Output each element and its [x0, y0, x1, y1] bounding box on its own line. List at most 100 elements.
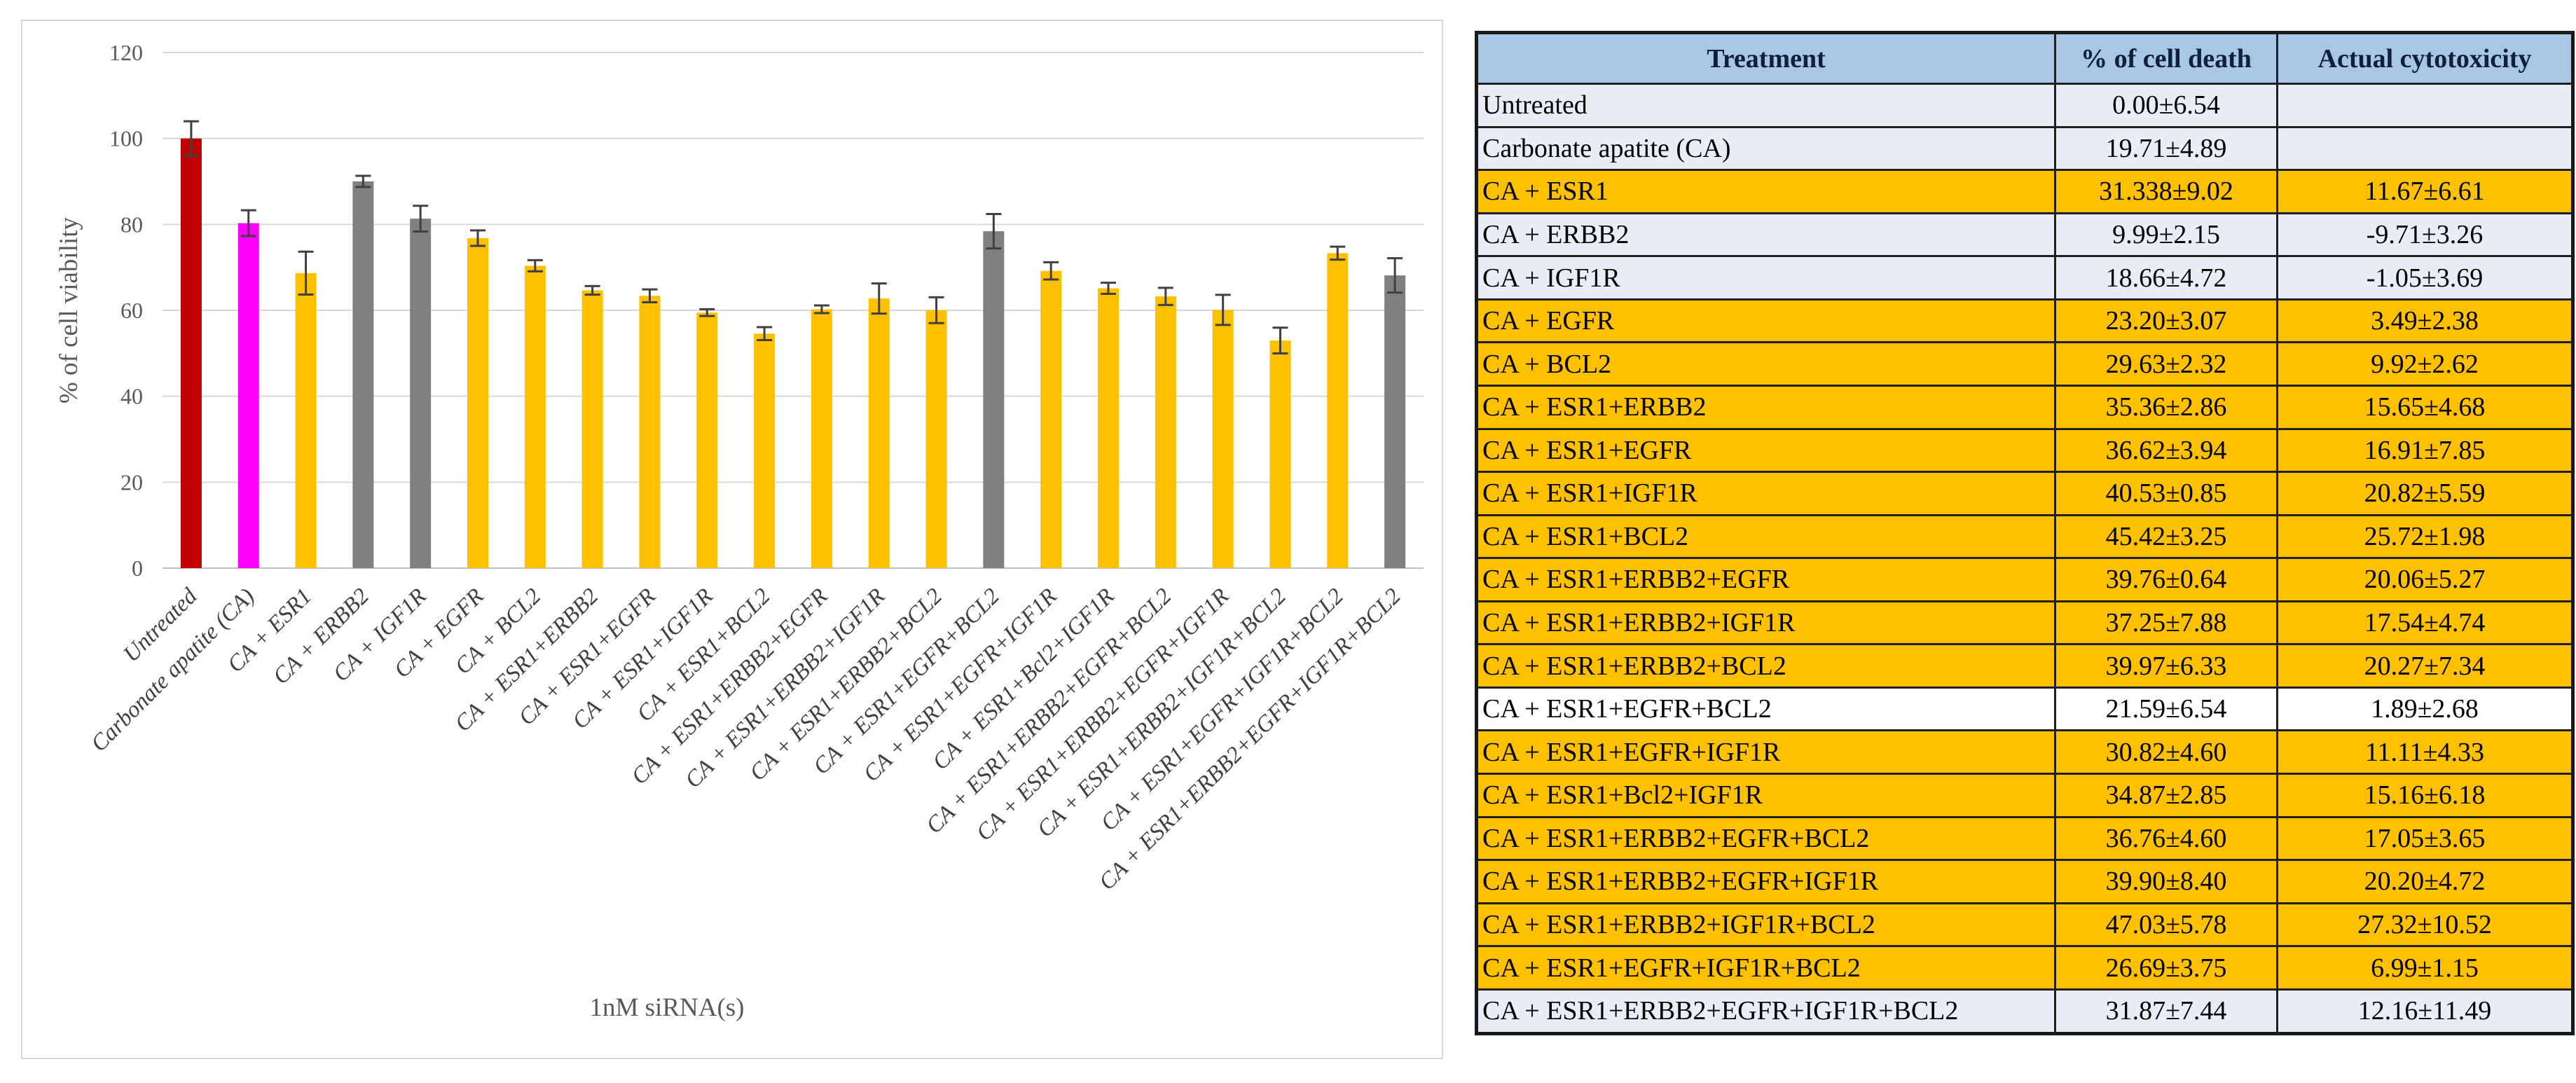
bar: [1098, 288, 1119, 568]
cell-death-cell: 31.338±9.02: [2054, 169, 2278, 214]
treatment-cell: CA + ESR1+EGFR+IGF1R: [1475, 729, 2056, 775]
bar: [581, 290, 603, 568]
cell-viability-bar-chart: 0 20 40 60 80 100 120 Untreated Carbonate apati…: [21, 20, 1443, 1059]
bar: [1040, 270, 1062, 568]
table-header-row: Treatment% of cell death Actual cytotoxic…: [1475, 32, 2574, 85]
cytotoxicity-cell: 20.82±5.59: [2276, 471, 2574, 516]
bar: [410, 219, 432, 568]
cell-death-cell: 19.71±4.89: [2054, 125, 2278, 172]
cell-death-cell: 39.76±0.64: [2054, 557, 2278, 602]
treatment-cell: CA + ESR1+ERBB2: [1475, 384, 2056, 430]
bar: [1327, 253, 1349, 568]
table-row: Untreated 0.00±6.54: [1475, 83, 2574, 128]
cytotoxicity-cell: 6.99±1.15: [2276, 945, 2574, 991]
bar: [352, 181, 374, 568]
treatment-cell: CA + ESR1+EGFR+BCL2: [1475, 686, 2056, 732]
column-header: Treatment: [1475, 32, 2056, 85]
treatment-cell: CA + ESR1+EGFR+IGF1R+BCL2: [1475, 945, 2056, 991]
bar: [754, 333, 776, 568]
treatment-cell: CA + ESR1+ERBB2+EGFR+BCL2: [1475, 815, 2056, 862]
table-row: CA + EGFR 23.20±3.07 3.49±2.38: [1475, 298, 2574, 344]
treatment-cell: CA + ESR1+EGFR: [1475, 427, 2056, 474]
table-row: CA + ESR1+EGFR 36.62±3.94 16.91±7.85: [1475, 427, 2574, 474]
table-row: CA + ESR1+ERBB2+EGFR+IGF1R 39.90±8.40 20.2…: [1475, 859, 2574, 904]
cytotoxicity-cell: 25.72±1.98: [2276, 513, 2574, 560]
treatment-cell: Untreated: [1475, 83, 2056, 128]
table-row: Carbonate apatite (CA) 19.71±4.89: [1475, 125, 2574, 172]
cytotoxicity-cell: 27.32±10.52: [2276, 902, 2574, 948]
cell-death-cell: 29.63±2.32: [2054, 341, 2278, 387]
bar: [180, 138, 202, 568]
cytotoxicity-cell: 12.16±11.49: [2276, 988, 2574, 1035]
cell-death-cell: 0.00±6.54: [2054, 83, 2278, 128]
cell-death-cell: 45.42±3.25: [2054, 513, 2278, 560]
table-row: CA + IGF1R 18.66±4.72 -1.05±3.69: [1475, 255, 2574, 301]
y-tick-label: 60: [120, 298, 143, 323]
cytotoxicity-table: Treatment% of cell death Actual cytotoxic…: [1475, 31, 2575, 1035]
treatment-cell: CA + EGFR: [1475, 298, 2056, 344]
cell-death-cell: 36.76±4.60: [2054, 815, 2278, 862]
cell-death-cell: 26.69±3.75: [2054, 945, 2278, 991]
cytotoxicity-cell: 9.92±2.62: [2276, 341, 2574, 387]
cytotoxicity-cell: [2276, 83, 2574, 128]
table-row: CA + ESR1+ERBB2+EGFR+BCL2 36.76±4.60 17.05…: [1475, 815, 2574, 862]
cytotoxicity-cell: 20.27±7.34: [2276, 643, 2574, 689]
y-tick-label: 20: [120, 469, 143, 495]
bar: [1155, 296, 1176, 568]
table-row: CA + ERBB2 9.99±2.15 -9.71±3.26: [1475, 212, 2574, 258]
treatment-cell: CA + ESR1: [1475, 169, 2056, 214]
treatment-cell: CA + ESR1+ERBB2+EGFR: [1475, 557, 2056, 602]
y-axis-title: % of cell viability: [55, 216, 83, 403]
treatment-table: Treatment% of cell death Actual cytotoxic…: [1475, 31, 2575, 1035]
cell-death-cell: 37.25±7.88: [2054, 600, 2278, 646]
y-tick-label: 100: [109, 126, 143, 151]
cytotoxicity-cell: 11.67±6.61: [2276, 169, 2574, 214]
bar: [524, 265, 546, 568]
cell-death-cell: 39.97±6.33: [2054, 643, 2278, 689]
bar: [237, 223, 259, 568]
cell-death-cell: 35.36±2.86: [2054, 384, 2278, 430]
treatment-cell: CA + ERBB2: [1475, 212, 2056, 258]
bar: [811, 309, 832, 568]
treatment-cell: CA + ESR1+ERBB2+EGFR+IGF1R+BCL2: [1475, 988, 2056, 1035]
cytotoxicity-cell: -9.71±3.26: [2276, 212, 2574, 258]
y-tick-label: 0: [132, 556, 143, 581]
cell-death-cell: 30.82±4.60: [2054, 729, 2278, 775]
cytotoxicity-cell: -1.05±3.69: [2276, 255, 2574, 301]
treatment-cell: CA + ESR1+Bcl2+IGF1R: [1475, 773, 2056, 818]
cytotoxicity-cell: 16.91±7.85: [2276, 427, 2574, 474]
cell-death-cell: 18.66±4.72: [2054, 255, 2278, 301]
table-row: CA + ESR1+IGF1R 40.53±0.85 20.82±5.59: [1475, 471, 2574, 516]
y-tick-label: 120: [109, 40, 143, 65]
table-row: CA + ESR1+ERBB2 35.36±2.86 15.65±4.68: [1475, 384, 2574, 430]
bar: [868, 298, 890, 568]
bar: [295, 273, 317, 568]
bar: [1269, 340, 1291, 568]
table-row: CA + ESR1+EGFR+IGF1R 30.82±4.60 11.11±4.33: [1475, 729, 2574, 775]
treatment-cell: CA + IGF1R: [1475, 255, 2056, 301]
cytotoxicity-cell: 3.49±2.38: [2276, 298, 2574, 344]
bar: [925, 310, 947, 568]
table-row: CA + ESR1+ERBB2+IGF1R 37.25±7.88 17.54±4.7…: [1475, 600, 2574, 646]
table-row: CA + ESR1+EGFR+BCL2 21.59±6.54 1.89±2.68: [1475, 686, 2574, 732]
cell-death-cell: 21.59±6.54: [2054, 686, 2278, 732]
bar: [467, 237, 488, 568]
cell-death-cell: 9.99±2.15: [2054, 212, 2278, 258]
cytotoxicity-cell: 20.06±5.27: [2276, 557, 2574, 602]
table-row: CA + BCL2 29.63±2.32 9.92±2.62: [1475, 341, 2574, 387]
treatment-cell: CA + ESR1+ERBB2+BCL2: [1475, 643, 2056, 689]
bar: [696, 312, 718, 568]
treatment-cell: CA + ESR1+ERBB2+IGF1R: [1475, 600, 2056, 646]
y-tick-label: 80: [120, 212, 143, 237]
bar: [983, 231, 1005, 568]
cytotoxicity-cell: 11.11±4.33: [2276, 729, 2574, 775]
y-tick-labels-group: 0 20 40 60 80 100 120: [109, 40, 143, 581]
treatment-cell: CA + ESR1+BCL2: [1475, 513, 2056, 560]
bar: [1212, 310, 1234, 568]
gridlines-group: [163, 52, 1424, 569]
cytotoxicity-cell: 15.16±6.18: [2276, 773, 2574, 818]
table-row: CA + ESR1+ERBB2+BCL2 39.97±6.33 20.27±7.34: [1475, 643, 2574, 689]
table-row: CA + ESR1 31.338±9.02 11.67±6.61: [1475, 169, 2574, 214]
